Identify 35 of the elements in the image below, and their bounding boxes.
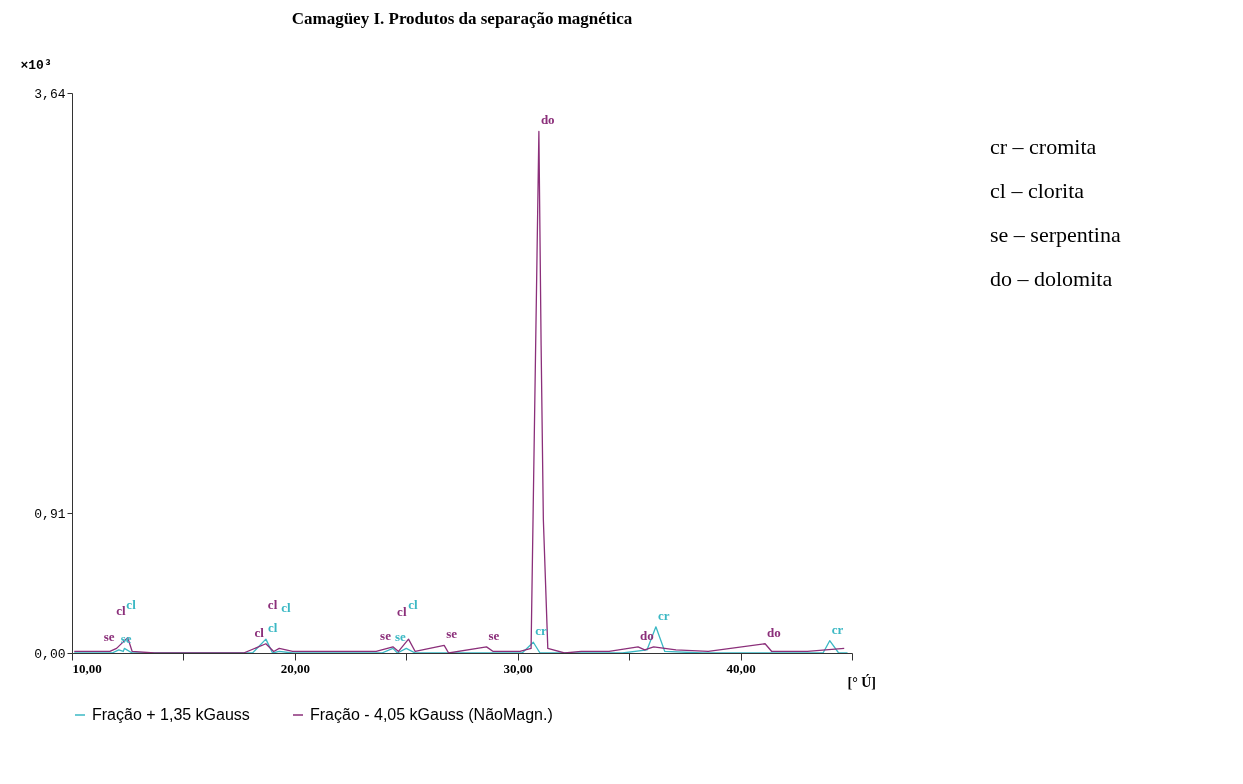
text: se – serpentina (990, 221, 1121, 249)
x-axis-title: [° Ú] (847, 673, 877, 690)
chart-title: Camagüey I. Produtos da separação magnética (291, 9, 633, 28)
annotation: cl (281, 600, 292, 616)
annotation: cl (267, 597, 278, 613)
annotation: cr (831, 621, 844, 637)
text: cr – cromita (990, 133, 1098, 161)
annotation: cl (126, 597, 137, 613)
annotation: cl (397, 604, 407, 620)
legend-label: Fração - 4,05 kGauss (NãoMagn.) (310, 706, 553, 723)
y-tick-label: 0,91 (34, 506, 66, 522)
x-tick-label: 30,00 (503, 660, 533, 676)
line-series (73, 130, 845, 653)
annotation: cl (254, 624, 265, 640)
x-tick-label: 10,00 (72, 660, 102, 676)
annotation: cl (116, 602, 127, 618)
annotation: se (488, 627, 500, 643)
text: do – dolomita (990, 265, 1114, 293)
annotation: cr (657, 607, 670, 623)
annotation: se (446, 626, 458, 642)
y-axis-title: ×10³ (20, 57, 52, 73)
y-tick-label: 0,00 (34, 646, 66, 662)
text: cl – clorita (990, 177, 1086, 205)
annotation: cl (408, 597, 419, 613)
x-tick-label: 40,00 (726, 660, 756, 676)
annotation: cl (267, 620, 278, 636)
annotation: se (103, 629, 115, 645)
annotation: se (394, 629, 406, 645)
y-tick-label: 3,64 (34, 86, 66, 102)
annotation: do (540, 112, 555, 128)
legend-label: Fração + 1,35 kGauss (92, 706, 250, 723)
annotation: cr (535, 623, 548, 639)
annotation: do (767, 624, 781, 640)
annotation: se (380, 627, 392, 643)
x-tick-label: 20,00 (280, 660, 310, 676)
